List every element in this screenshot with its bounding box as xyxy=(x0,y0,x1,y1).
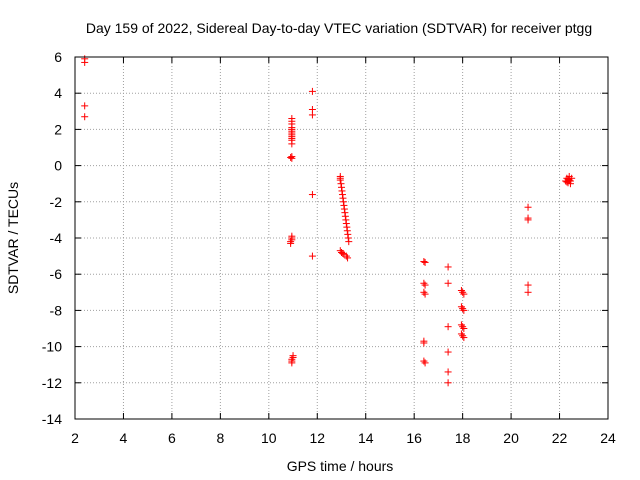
data-point xyxy=(460,290,468,298)
x-axis-label: GPS time / hours xyxy=(287,458,394,474)
data-point xyxy=(459,288,467,296)
data-point xyxy=(345,238,353,246)
data-point xyxy=(524,288,532,296)
data-point xyxy=(287,239,295,247)
data-point xyxy=(308,191,316,199)
x-tick-label: 2 xyxy=(71,430,79,446)
data-point xyxy=(421,258,429,266)
data-point xyxy=(460,325,468,332)
x-tick-label: 22 xyxy=(552,430,568,446)
y-tick-label: -6 xyxy=(50,266,63,282)
data-point xyxy=(568,174,576,182)
y-tick-label: 0 xyxy=(54,158,62,174)
y-tick-label: -8 xyxy=(50,302,63,318)
y-tick-label: 4 xyxy=(54,85,62,101)
data-point xyxy=(288,140,296,148)
data-point xyxy=(563,178,571,186)
data-point xyxy=(421,290,429,298)
y-tick-label: 2 xyxy=(54,121,62,137)
chart-title: Day 159 of 2022, Sidereal Day-to-day VTE… xyxy=(86,20,592,36)
x-tick-label: 24 xyxy=(600,430,616,446)
data-point xyxy=(444,279,452,287)
data-point xyxy=(524,203,532,211)
data-point xyxy=(566,180,574,188)
data-point xyxy=(460,334,468,342)
data-point xyxy=(457,303,465,311)
data-point xyxy=(308,252,316,260)
grid xyxy=(75,57,608,419)
data-point xyxy=(459,332,467,340)
y-axis-label: SDTVAR / TECUs xyxy=(5,182,21,294)
x-tick-label: 10 xyxy=(261,430,277,446)
data-point xyxy=(421,281,429,289)
data-point xyxy=(444,368,452,376)
data-point xyxy=(344,254,352,262)
plot-frame xyxy=(74,56,609,420)
y-tick-label: -10 xyxy=(42,339,62,355)
data-point xyxy=(336,176,344,184)
x-tick-label: 14 xyxy=(358,430,374,446)
data-point xyxy=(420,357,428,365)
data-point xyxy=(420,339,428,347)
data-point xyxy=(288,359,296,367)
data-point xyxy=(444,323,452,331)
x-tick-label: 8 xyxy=(216,430,224,446)
x-tick-label: 18 xyxy=(455,430,471,446)
data-point xyxy=(459,305,467,313)
data-point xyxy=(457,286,465,294)
y-tick-label: -14 xyxy=(42,411,62,427)
data-point xyxy=(457,321,465,329)
data-points xyxy=(81,55,576,387)
x-tick-label: 4 xyxy=(120,430,128,446)
y-tick-label: 6 xyxy=(54,49,62,65)
data-point xyxy=(444,379,452,387)
x-tick-label: 6 xyxy=(168,430,176,446)
y-tick-label: -4 xyxy=(50,230,63,246)
data-point xyxy=(81,113,89,121)
data-point xyxy=(524,281,532,289)
data-point xyxy=(459,323,467,331)
data-point xyxy=(342,252,350,260)
data-point xyxy=(288,236,296,244)
data-point xyxy=(308,111,316,119)
data-point xyxy=(420,279,428,287)
data-point xyxy=(460,306,468,314)
data-point xyxy=(420,288,428,296)
data-point xyxy=(524,216,532,224)
axis-ticks: 2 4 6 8 10 12 14 16 18 20 22 24-14-12-10-8-6-4-2024… xyxy=(42,49,616,446)
data-point xyxy=(457,330,465,338)
data-point xyxy=(288,154,296,162)
data-point xyxy=(289,353,297,361)
data-point xyxy=(421,359,429,367)
y-tick-label: -12 xyxy=(42,375,62,391)
data-point xyxy=(562,177,570,185)
y-tick-label: -2 xyxy=(50,194,63,210)
data-point xyxy=(444,348,452,356)
data-point xyxy=(339,249,347,257)
x-tick-label: 16 xyxy=(406,430,422,446)
data-point xyxy=(81,58,89,66)
x-tick-label: 20 xyxy=(503,430,519,446)
x-tick-label: 12 xyxy=(309,430,325,446)
data-point xyxy=(444,263,452,271)
data-point xyxy=(287,153,295,161)
data-point xyxy=(81,102,89,110)
data-point xyxy=(308,87,316,95)
data-point xyxy=(420,258,428,266)
